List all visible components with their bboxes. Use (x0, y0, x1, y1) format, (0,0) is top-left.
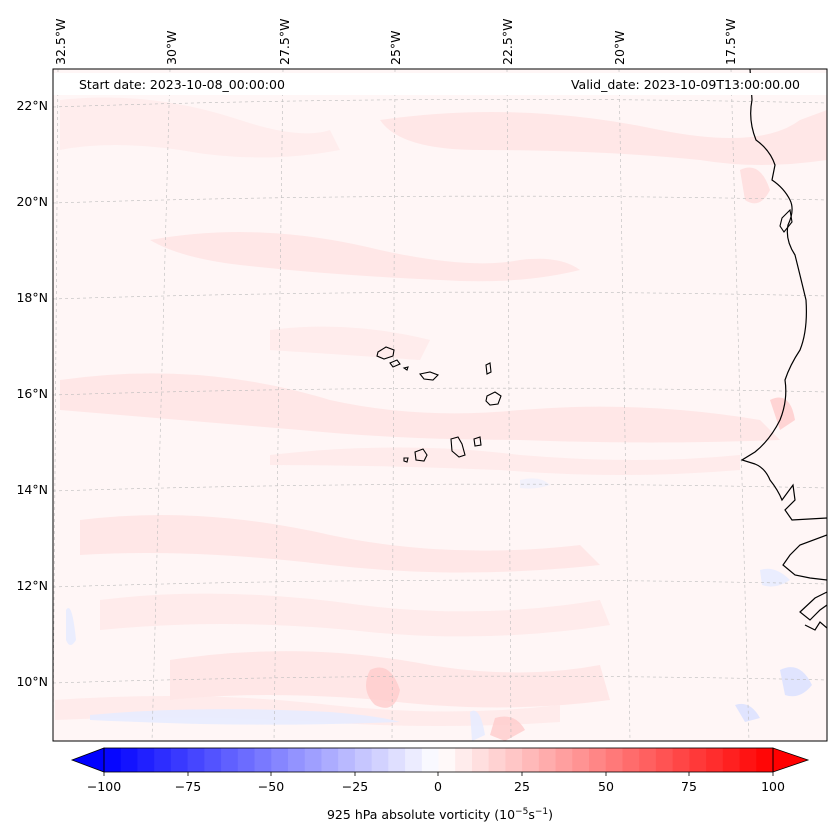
colorbar-cell (421, 748, 439, 772)
colorbar-cell (287, 748, 306, 772)
colorbar-cell (321, 748, 339, 772)
cabo-verde-islands (376, 346, 502, 463)
colorbar-cell (555, 748, 573, 772)
latitude-label: 20°N (16, 194, 48, 209)
colorbar-cell (756, 748, 774, 772)
colorbar-cell (455, 748, 473, 772)
colorbar-cell (639, 748, 657, 772)
colorbar-cell (154, 748, 172, 772)
banc-darguin-coast (779, 208, 793, 233)
colorbar-cell (589, 748, 607, 772)
colorbar-cell (488, 748, 506, 772)
colorbar-cell (137, 748, 155, 772)
colorbar-label: 925 hPa absolute vorticity (10−5s−1) (326, 807, 553, 823)
colorbar-tick-label: 75 (681, 779, 697, 794)
valid-date: Valid_date: 2023-10-09T13:00:00.00 (570, 77, 800, 92)
africa-coastline (740, 69, 827, 521)
strong-positive-patches (366, 167, 795, 741)
map-frame (52, 68, 828, 742)
colorbar-cell (622, 748, 640, 772)
longitude-label: 25°W (388, 30, 403, 65)
latitude-label: 16°N (16, 386, 48, 401)
colorbar-cell (354, 748, 373, 772)
colorbar-tick-label: 0 (434, 779, 442, 794)
colorbar-cell (271, 748, 289, 772)
colorbar-cell (304, 748, 322, 772)
colorbar-cell (254, 748, 272, 772)
longitude-label: 32.5°W (53, 18, 68, 65)
graticule (53, 69, 827, 741)
latitude-label: 10°N (16, 674, 48, 689)
colorbar-cell (187, 748, 205, 772)
colorbar-cell (605, 748, 623, 772)
colorbar-cell (739, 748, 757, 772)
start-date: Start date: 2023-10-08_00:00:00 (79, 77, 285, 92)
colorbar (104, 748, 774, 772)
colorbar-cell (405, 748, 423, 772)
colorbar-cell (471, 748, 490, 772)
colorbar-cell (104, 748, 122, 772)
colorbar-cell (388, 748, 406, 772)
colorbar-tick-label: −100 (86, 779, 122, 794)
colorbar-cell (221, 748, 239, 772)
colorbar-tick-label: 100 (761, 779, 785, 794)
colorbar-upper-extension (772, 747, 810, 773)
colorbar-tick-label: −75 (174, 779, 202, 794)
colorbar-cell (438, 748, 456, 772)
negative-vorticity-patches (66, 478, 812, 741)
guinea-coastline (782, 534, 827, 631)
colorbar-cell (572, 748, 590, 772)
colorbar-cell (538, 748, 557, 772)
longitude-label: 20°W (612, 30, 627, 65)
colorbar-lower-extension (70, 747, 105, 773)
colorbar-cell (338, 748, 356, 772)
longitude-label: 30°W (164, 30, 179, 65)
date-band (53, 73, 827, 95)
latitude-label: 12°N (16, 578, 48, 593)
colorbar-cell (371, 748, 389, 772)
colorbar-frame (103, 747, 774, 773)
colorbar-cell (170, 748, 189, 772)
positive-vorticity-patches (55, 97, 827, 726)
colorbar-tick-label: −25 (341, 779, 369, 794)
colorbar-cell (689, 748, 707, 772)
colorbar-tick-label: 50 (598, 779, 614, 794)
colorbar-cell (505, 748, 523, 772)
colorbar-cell (237, 748, 256, 772)
colorbar-cell (722, 748, 741, 772)
latitude-label: 18°N (16, 290, 48, 305)
longitude-label: 17.5°W (723, 18, 738, 65)
colorbar-cell (120, 748, 138, 772)
latitude-label: 22°N (16, 98, 48, 113)
colorbar-cell (655, 748, 674, 772)
colorbar-cell (706, 748, 724, 772)
colorbar-ticks (103, 772, 774, 776)
colorbar-tick-label: 25 (514, 779, 530, 794)
colorbar-cell (672, 748, 690, 772)
colorbar-tick-label: −50 (257, 779, 285, 794)
latitude-label: 14°N (16, 482, 48, 497)
colorbar-cell (522, 748, 540, 772)
longitude-label: 27.5°W (277, 18, 292, 65)
longitude-label: 22.5°W (500, 18, 515, 65)
colorbar-cell (204, 748, 222, 772)
